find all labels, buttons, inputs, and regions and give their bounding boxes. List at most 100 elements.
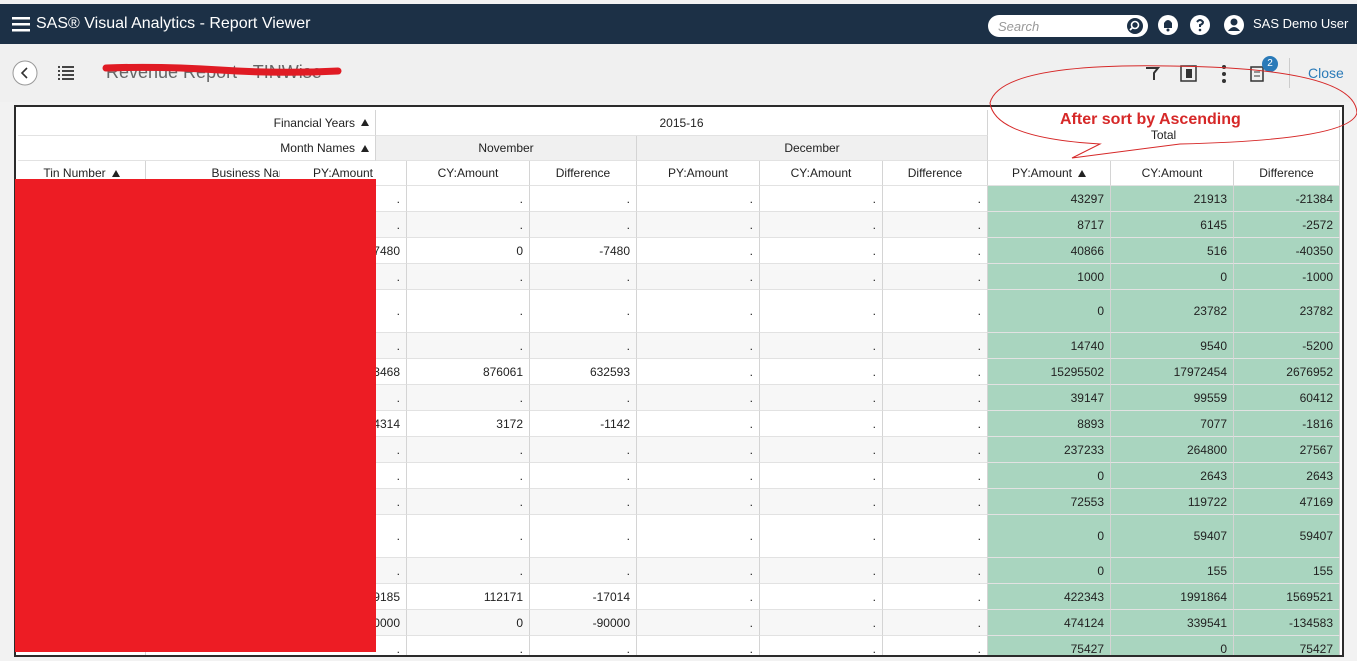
- notifications-icon[interactable]: [1157, 14, 1179, 36]
- column-header[interactable]: Difference: [1234, 161, 1340, 186]
- value-cell: .: [883, 186, 988, 212]
- column-header[interactable]: CY:Amount: [407, 161, 530, 186]
- value-cell: -90000: [530, 610, 637, 636]
- value-cell: .: [407, 437, 530, 463]
- value-cell-text: .: [626, 494, 630, 509]
- back-button[interactable]: [12, 60, 38, 86]
- value-cell-text: .: [749, 364, 753, 379]
- value-cell-text: .: [519, 641, 523, 656]
- total-cell-text: 119722: [1187, 494, 1227, 509]
- value-cell: .: [883, 558, 988, 584]
- total-cell: 0: [1111, 636, 1234, 655]
- value-cell-text: .: [749, 615, 753, 630]
- value-cell: -7480: [530, 238, 637, 264]
- sort-indicator[interactable]: [111, 169, 120, 177]
- total-cell-text: 155: [1206, 563, 1227, 578]
- app-title: SAS® Visual Analytics - Report Viewer: [36, 15, 311, 32]
- total-cell: 6145: [1111, 212, 1234, 238]
- sort-indicator[interactable]: [361, 144, 369, 152]
- column-header[interactable]: CY:Amount: [1111, 161, 1234, 186]
- total-cell-text: 23782: [1299, 304, 1333, 318]
- total-cell-text: 0: [1097, 529, 1104, 543]
- total-cell: 155: [1234, 558, 1340, 584]
- value-cell: .: [407, 333, 530, 359]
- total-cell-text: -21384: [1295, 191, 1333, 206]
- help-icon[interactable]: [1189, 14, 1211, 36]
- outline-button[interactable]: [58, 66, 76, 80]
- more-button[interactable]: [1219, 64, 1229, 84]
- total-cell: 0: [988, 463, 1111, 489]
- value-cell-text: .: [396, 468, 400, 483]
- total-cell: 23782: [1234, 290, 1340, 333]
- value-cell-text: .: [749, 269, 753, 284]
- total-cell-text: 43297: [1070, 191, 1104, 206]
- value-cell-text: .: [626, 217, 630, 232]
- total-cell-text: 474124: [1063, 615, 1104, 630]
- total-cell-text: 75427: [1070, 641, 1104, 656]
- total-cell: 0: [988, 515, 1111, 558]
- sort-indicator[interactable]: [1078, 169, 1087, 177]
- filter-button[interactable]: [1144, 65, 1164, 83]
- value-cell-text: .: [519, 338, 523, 353]
- total-cell-text: 72553: [1070, 494, 1104, 509]
- value-cell: .: [637, 437, 760, 463]
- column-header[interactable]: Difference: [883, 161, 988, 186]
- total-cell: 15295502: [988, 359, 1111, 385]
- value-cell: .: [637, 212, 760, 238]
- total-cell-text: 27567: [1299, 442, 1333, 457]
- value-cell: .: [883, 584, 988, 610]
- column-header[interactable]: CY:Amount: [760, 161, 883, 186]
- value-cell: 0: [407, 238, 530, 264]
- column-header-text: CY:Amount: [790, 166, 852, 180]
- comments-button[interactable]: [1250, 66, 1266, 82]
- value-cell-text: 3172: [496, 416, 523, 431]
- value-cell-text: 112171: [483, 589, 523, 604]
- total-cell: 59407: [1234, 515, 1340, 558]
- value-cell: .: [637, 584, 760, 610]
- value-cell: .: [530, 186, 637, 212]
- value-cell: .: [883, 489, 988, 515]
- value-cell-text: 4314: [373, 416, 400, 431]
- menu-button[interactable]: [12, 16, 32, 32]
- column-header-text: Difference: [555, 166, 611, 180]
- column-header[interactable]: PY:Amount: [637, 161, 760, 186]
- value-cell: -17014: [530, 584, 637, 610]
- column-header[interactable]: Difference: [530, 161, 637, 186]
- total-cell-text: -2572: [1302, 217, 1333, 232]
- value-cell-text: .: [872, 269, 876, 284]
- column-header[interactable]: PY:Amount: [988, 161, 1111, 186]
- total-cell: -134583: [1234, 610, 1340, 636]
- value-cell-text: .: [872, 217, 876, 232]
- value-cell-text: .: [519, 217, 523, 232]
- search-box[interactable]: Search: [988, 15, 1148, 37]
- user-name[interactable]: SAS Demo User: [1253, 16, 1349, 31]
- value-cell: .: [530, 515, 637, 558]
- total-cell-text: 0: [1097, 563, 1104, 578]
- value-cell-text: .: [396, 217, 400, 232]
- value-cell: .: [883, 636, 988, 655]
- value-cell-text: .: [749, 468, 753, 483]
- value-cell-text: .: [977, 191, 981, 206]
- redaction-scribble: [102, 63, 342, 76]
- value-cell-text: .: [872, 442, 876, 457]
- value-cell-text: .: [749, 589, 753, 604]
- total-cell-text: -1000: [1302, 269, 1333, 284]
- row-header[interactable]: Month Names: [18, 136, 376, 161]
- value-cell: .: [407, 463, 530, 489]
- value-cell-text: .: [626, 269, 630, 284]
- total-cell-text: -1816: [1302, 416, 1333, 431]
- column-header-text: Tin Number: [43, 166, 106, 180]
- close-button[interactable]: Close: [1308, 65, 1344, 81]
- value-cell: .: [407, 212, 530, 238]
- value-cell-text: .: [749, 217, 753, 232]
- value-cell: .: [883, 411, 988, 437]
- row-header[interactable]: Financial Years: [18, 110, 376, 136]
- total-cell-text: 23782: [1193, 304, 1227, 318]
- value-cell-text: 0: [516, 243, 523, 258]
- search-icon[interactable]: [1126, 17, 1144, 35]
- sort-indicator[interactable]: [361, 119, 369, 126]
- value-cell-text: .: [519, 529, 523, 543]
- total-cell-text: 0: [1220, 269, 1227, 284]
- user-icon[interactable]: [1223, 14, 1245, 36]
